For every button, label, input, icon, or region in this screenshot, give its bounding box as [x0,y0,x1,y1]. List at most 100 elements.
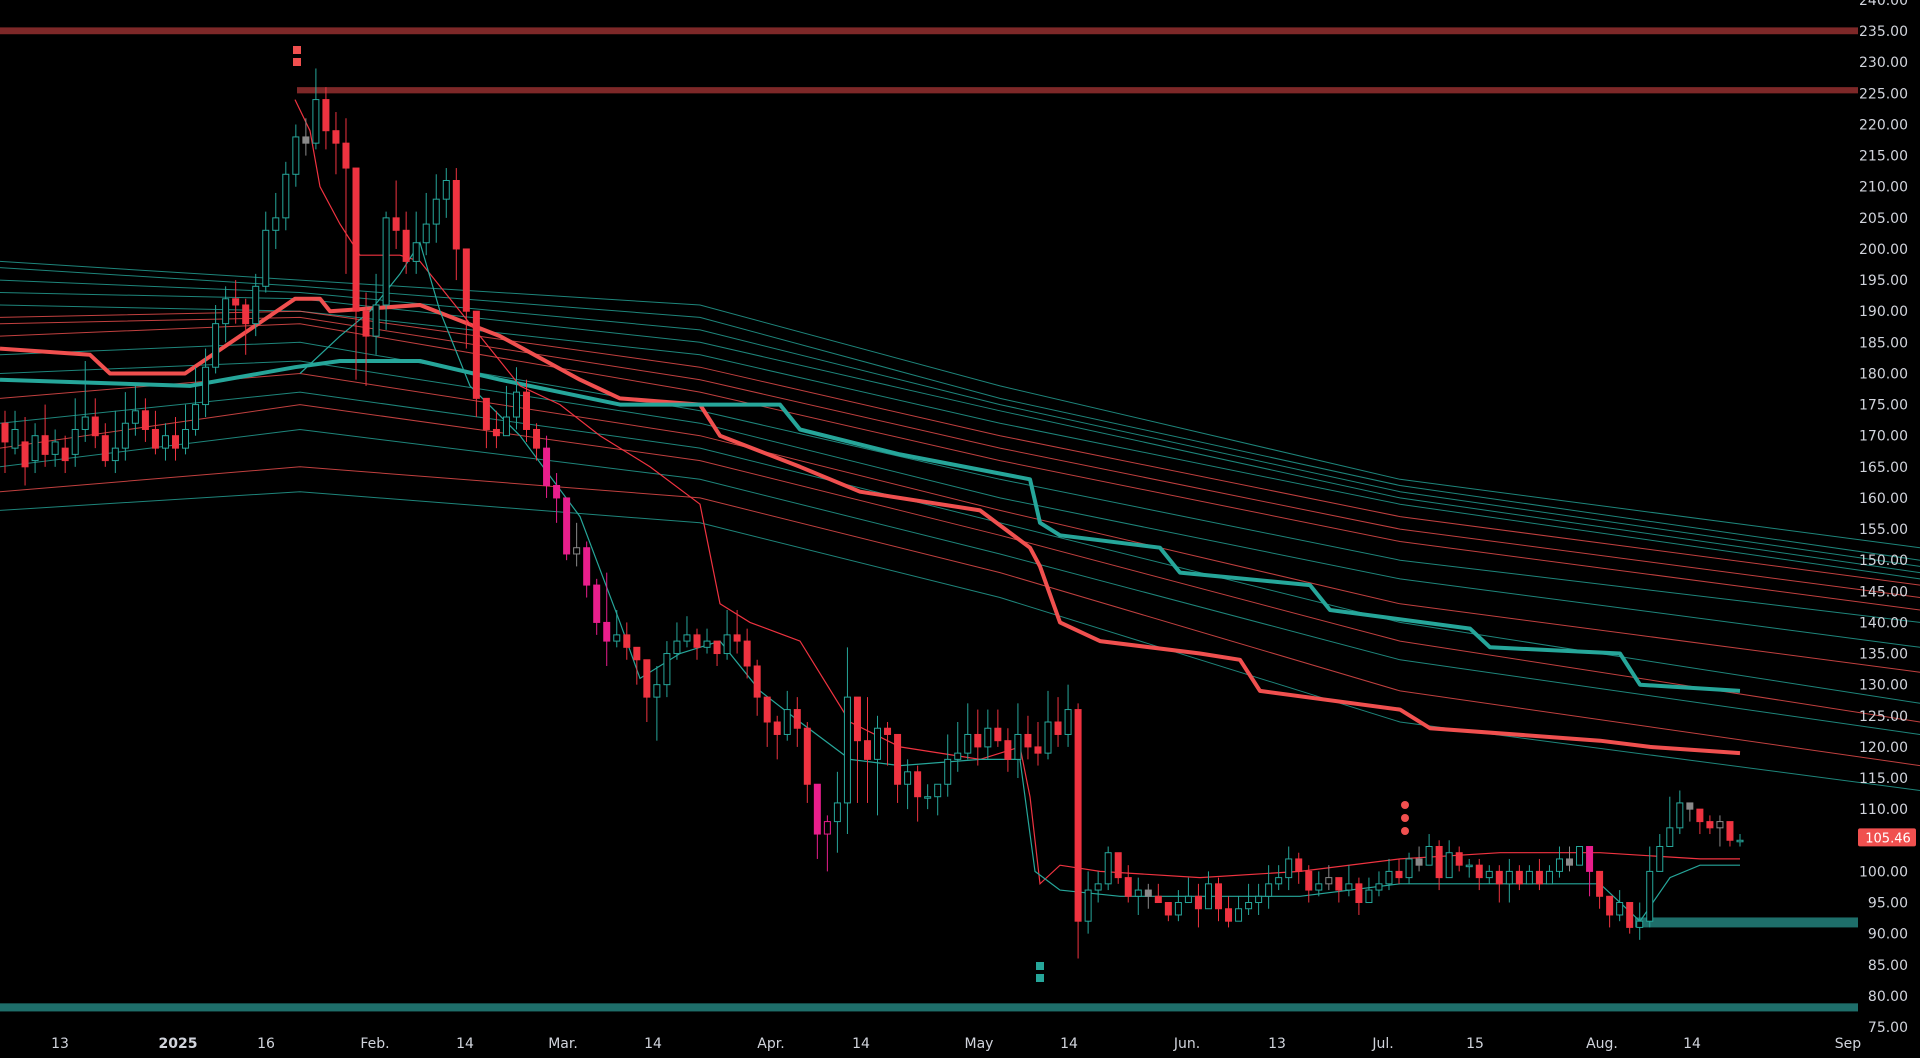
candle [21,417,29,486]
candle [843,647,851,835]
candle [964,703,972,760]
price-tick-label: 210.00 [1859,180,1908,196]
price-tick-label: 110.00 [1859,802,1908,818]
candle-body [1054,721,1062,735]
candle [763,696,771,747]
candle-body [723,634,731,655]
support-zone [0,1003,1858,1012]
candle-body [202,366,210,406]
candle-body [192,404,200,430]
candle [1325,865,1333,891]
candle [151,410,159,455]
time-tick-label: 13 [51,1036,69,1052]
candle-body [442,180,450,200]
candle-body [974,733,982,748]
candle-body [1435,845,1443,879]
candle-body [1134,889,1142,897]
candle [1515,865,1523,891]
candle [91,398,99,449]
price-axis[interactable]: 75.0080.0085.0090.0095.00100.00105.00110… [1859,0,1908,1036]
candle [1204,871,1212,910]
candle-body [41,435,49,455]
candle-body [1505,870,1513,885]
candle-body [944,758,952,785]
candle-body [693,634,701,648]
candle-body [1576,845,1584,866]
candle [121,392,129,461]
candle [1576,845,1584,866]
price-tick-label: 190.00 [1859,304,1908,320]
candle [673,622,681,660]
candle-body [342,142,350,169]
candle [663,641,671,698]
signal-square-red [293,46,301,54]
ribbon-line-teal [0,260,1920,549]
candle [1676,790,1684,835]
candle [1545,865,1553,885]
candle [1245,883,1253,915]
candle [1375,871,1383,897]
time-tick-label: Feb. [360,1036,389,1052]
candle-body [502,416,510,437]
time-axis[interactable]: 13 2025 16 Feb. 14 Mar. 14 Apr. 14 May 14 Jun. 13 Jul… [51,1036,1861,1052]
candle-body [793,709,801,729]
candle [1415,846,1423,872]
candle [11,410,19,455]
ribbon-line-red [0,323,1920,611]
candle [292,124,300,187]
candle [1184,877,1192,904]
candle [783,690,791,741]
candle-body [1124,877,1132,897]
candle [462,248,470,349]
candle [1074,703,1082,959]
candle [643,659,651,723]
candle [71,398,79,467]
candle-body [743,640,751,667]
candle [161,423,169,461]
candle-body [1355,883,1363,904]
candle [502,385,510,437]
candle-body [1626,902,1634,928]
candle [1225,896,1233,928]
candle [1385,858,1393,891]
last-price-tag: 105.46 [1858,828,1916,847]
ribbon-line-red [0,372,1920,673]
candle-body [1154,895,1162,904]
candle [1495,865,1503,903]
candle-body [422,223,430,244]
bold-lines-layer [0,296,1741,756]
candle [693,628,701,660]
price-tick-label: 230.00 [1859,55,1908,71]
candle-body [1164,902,1172,916]
candle-body [914,771,922,798]
candle-body [292,136,300,175]
candle [813,783,821,859]
candle-body [1405,858,1413,879]
candle-body [212,323,220,368]
candle [1194,883,1202,928]
candle-body [593,584,601,623]
candle-body [583,547,591,586]
candle [934,783,942,816]
candle [733,609,741,654]
candle-body [312,99,320,144]
candle-body [462,248,470,312]
candle [994,709,1002,747]
candle-body [1004,740,1012,760]
signal-dot-red [1401,801,1409,809]
candle [131,385,139,436]
candle-body [1666,827,1674,847]
candle [372,273,380,355]
candle-body [1485,870,1493,879]
candle-body [1325,877,1333,885]
candle [1235,896,1243,922]
candle [573,522,581,567]
candle [442,168,450,218]
candle [1345,865,1353,897]
candle [1164,902,1172,922]
candle [803,722,811,803]
candle [1445,840,1453,879]
candle-body [1385,870,1393,885]
